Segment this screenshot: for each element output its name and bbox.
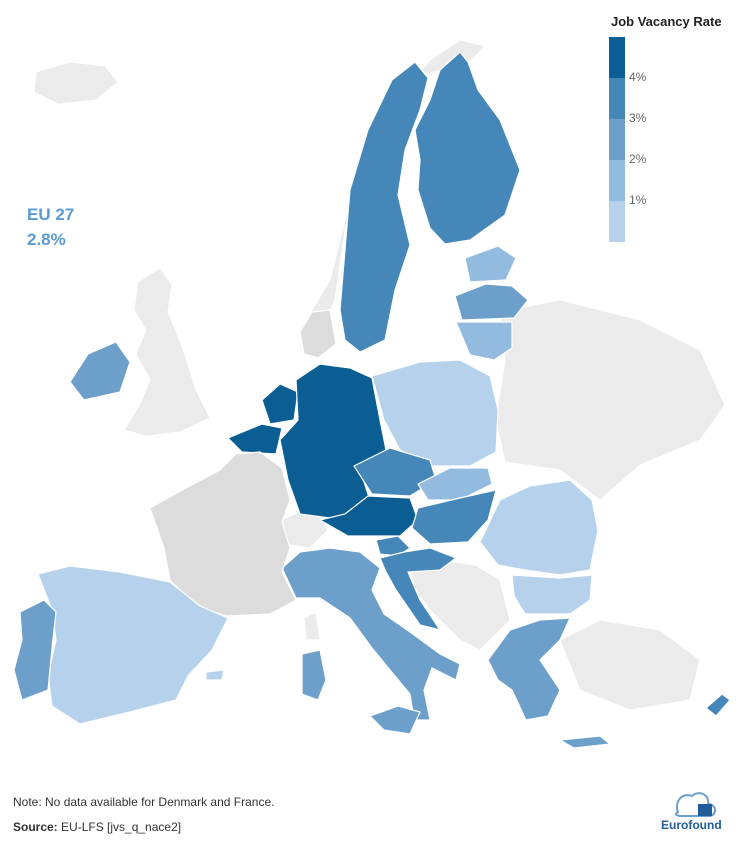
- eurofound-logo-icon: [674, 792, 716, 817]
- region-denmark: [299, 309, 337, 359]
- region-corsica: [303, 611, 321, 641]
- region-spain: [37, 565, 229, 725]
- region-poland: [371, 359, 499, 467]
- region-sicily: [368, 705, 421, 735]
- region-greece: [487, 617, 571, 721]
- russia-ukraine-belarus: [495, 299, 726, 501]
- legend-swatch-1: [609, 37, 625, 78]
- region-portugal: [13, 599, 57, 701]
- brand-name: Eurofound: [661, 818, 722, 832]
- region-latvia: [454, 283, 529, 321]
- source-label: Source:: [13, 820, 58, 834]
- non-eu-land: [33, 39, 726, 711]
- iceland: [33, 61, 119, 105]
- legend-swatch-5: [609, 201, 625, 242]
- note-text: Note: No data available for Denmark and …: [13, 795, 275, 809]
- region-balearic: [205, 669, 225, 681]
- region-belgium: [226, 423, 283, 455]
- region-lithuania: [455, 321, 513, 361]
- legend-swatch-2: [609, 78, 625, 119]
- region-finland: [414, 51, 521, 245]
- balkans: [409, 559, 511, 651]
- region-netherlands: [261, 383, 299, 425]
- legend-tick: 2%: [629, 152, 647, 166]
- region-crete: [558, 735, 612, 749]
- region-sardinia: [301, 649, 327, 701]
- eu-average-value: 2.8%: [27, 230, 66, 249]
- legend-title: Job Vacancy Rate: [611, 14, 722, 29]
- source-text: EU-LFS [jvs_q_nace2]: [57, 820, 182, 834]
- region-germany: [279, 363, 389, 521]
- region-croatia: [379, 547, 458, 631]
- eu-average-label: EU 27: [27, 205, 75, 224]
- source-line: Source: EU-LFS [jvs_q_nace2]: [13, 820, 181, 834]
- region-estonia: [464, 245, 517, 283]
- legend-tick: 1%: [629, 193, 647, 207]
- legend-tick: 4%: [629, 70, 647, 84]
- great-britain: [123, 267, 211, 437]
- turkey: [559, 619, 701, 711]
- region-hungary: [411, 489, 497, 545]
- legend-color-scale: [609, 37, 625, 242]
- region-romania: [479, 479, 599, 576]
- eu-countries: [13, 51, 731, 749]
- region-bulgaria: [511, 574, 593, 615]
- region-austria: [318, 495, 419, 537]
- legend-tick: 3%: [629, 111, 647, 125]
- legend-swatch-3: [609, 119, 625, 160]
- region-ireland: [69, 341, 131, 401]
- legend-swatch-4: [609, 160, 625, 201]
- eu-average-panel: EU 27 2.8%: [27, 202, 74, 252]
- region-slovakia: [417, 467, 493, 501]
- region-cyprus: [705, 693, 731, 717]
- region-italy: [281, 547, 461, 721]
- region-sweden: [339, 61, 429, 353]
